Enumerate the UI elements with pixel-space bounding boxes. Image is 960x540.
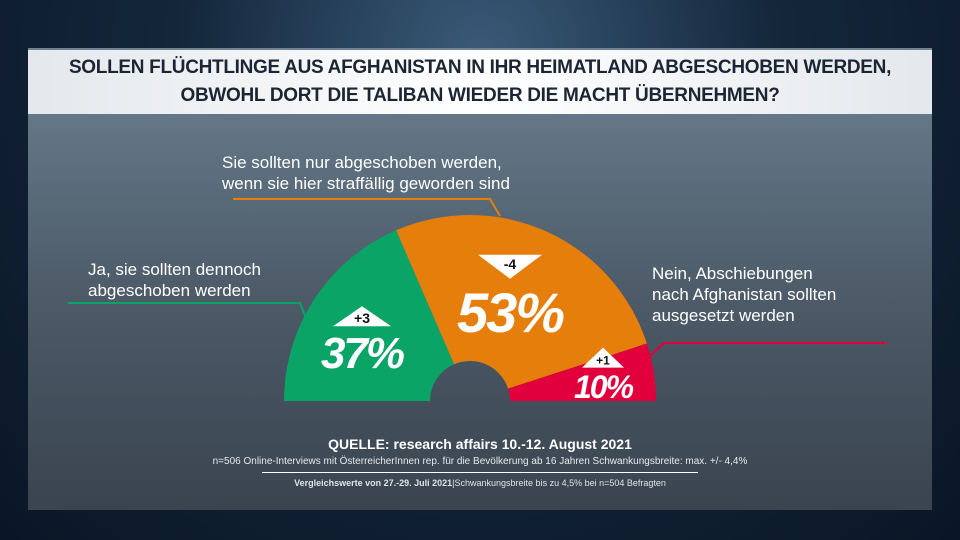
title-bar: SOLLEN FLÜCHTLINGE AUS AFGHANISTAN IN IH… — [28, 50, 932, 114]
slice-2 — [508, 343, 656, 401]
label-orange: Sie sollten nur abgeschoben werden, wenn … — [222, 153, 510, 193]
value-label: 10% — [574, 369, 634, 405]
down-triangle-icon — [478, 254, 542, 279]
slice-1 — [396, 215, 647, 389]
label-green: Ja, sie sollten dennoch abgeschoben werde… — [88, 260, 261, 300]
change-label: -4 — [504, 256, 517, 272]
leader-line — [68, 302, 307, 319]
divider — [262, 472, 698, 473]
change-label: +3 — [354, 310, 370, 326]
value-label: 53% — [457, 281, 564, 344]
source-detail: n=506 Online-Interviews mit Österreicher… — [212, 456, 748, 467]
title-line-1: SOLLEN FLÜCHTLINGE AUS AFGHANISTAN IN IH… — [68, 57, 892, 78]
leader-line — [649, 342, 887, 357]
source-compare: Vergleichswerte von 27.-29. Juli 2021|Sc… — [294, 478, 666, 488]
title-line-2: OBWOHL DORT DIE TALIBAN WIEDER DIE MACHT… — [180, 85, 780, 106]
label-red: Nein, Abschiebungen nach Afghanistan soll… — [652, 264, 837, 325]
up-triangle-icon — [333, 306, 391, 327]
source-main: QUELLE: research affairs 10.-12. August … — [328, 436, 632, 452]
up-triangle-icon — [582, 347, 624, 368]
leader-line — [233, 198, 501, 217]
value-label: 37% — [321, 329, 404, 378]
change-label: +1 — [596, 354, 610, 368]
